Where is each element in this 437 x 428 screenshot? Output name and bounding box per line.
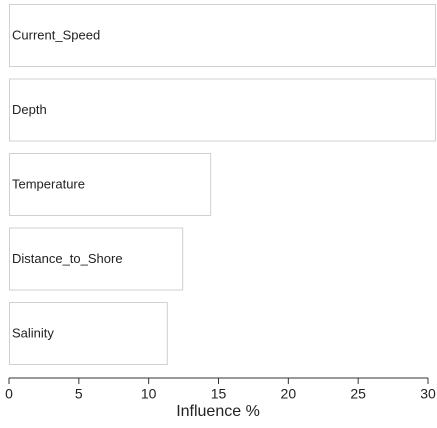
x-tick-label: 30 <box>420 386 436 402</box>
x-tick-label: 10 <box>141 386 157 402</box>
bar <box>9 227 184 291</box>
bar <box>9 78 436 142</box>
bar-label: Temperature <box>12 176 85 191</box>
x-tick-label: 5 <box>75 386 83 402</box>
bar-label: Distance_to_Shore <box>12 251 123 266</box>
x-axis-label: Influence % <box>176 403 260 420</box>
bar-label: Current_Speed <box>12 27 100 42</box>
bar-label: Salinity <box>12 325 54 340</box>
x-tick-label: 25 <box>350 386 366 402</box>
x-tick-label: 20 <box>281 386 297 402</box>
bar <box>9 153 212 216</box>
bar-label: Depth <box>12 102 47 117</box>
x-tick-label: 0 <box>5 386 13 402</box>
x-tick-label: 15 <box>211 386 227 402</box>
bar <box>9 302 168 365</box>
bar <box>9 4 436 67</box>
